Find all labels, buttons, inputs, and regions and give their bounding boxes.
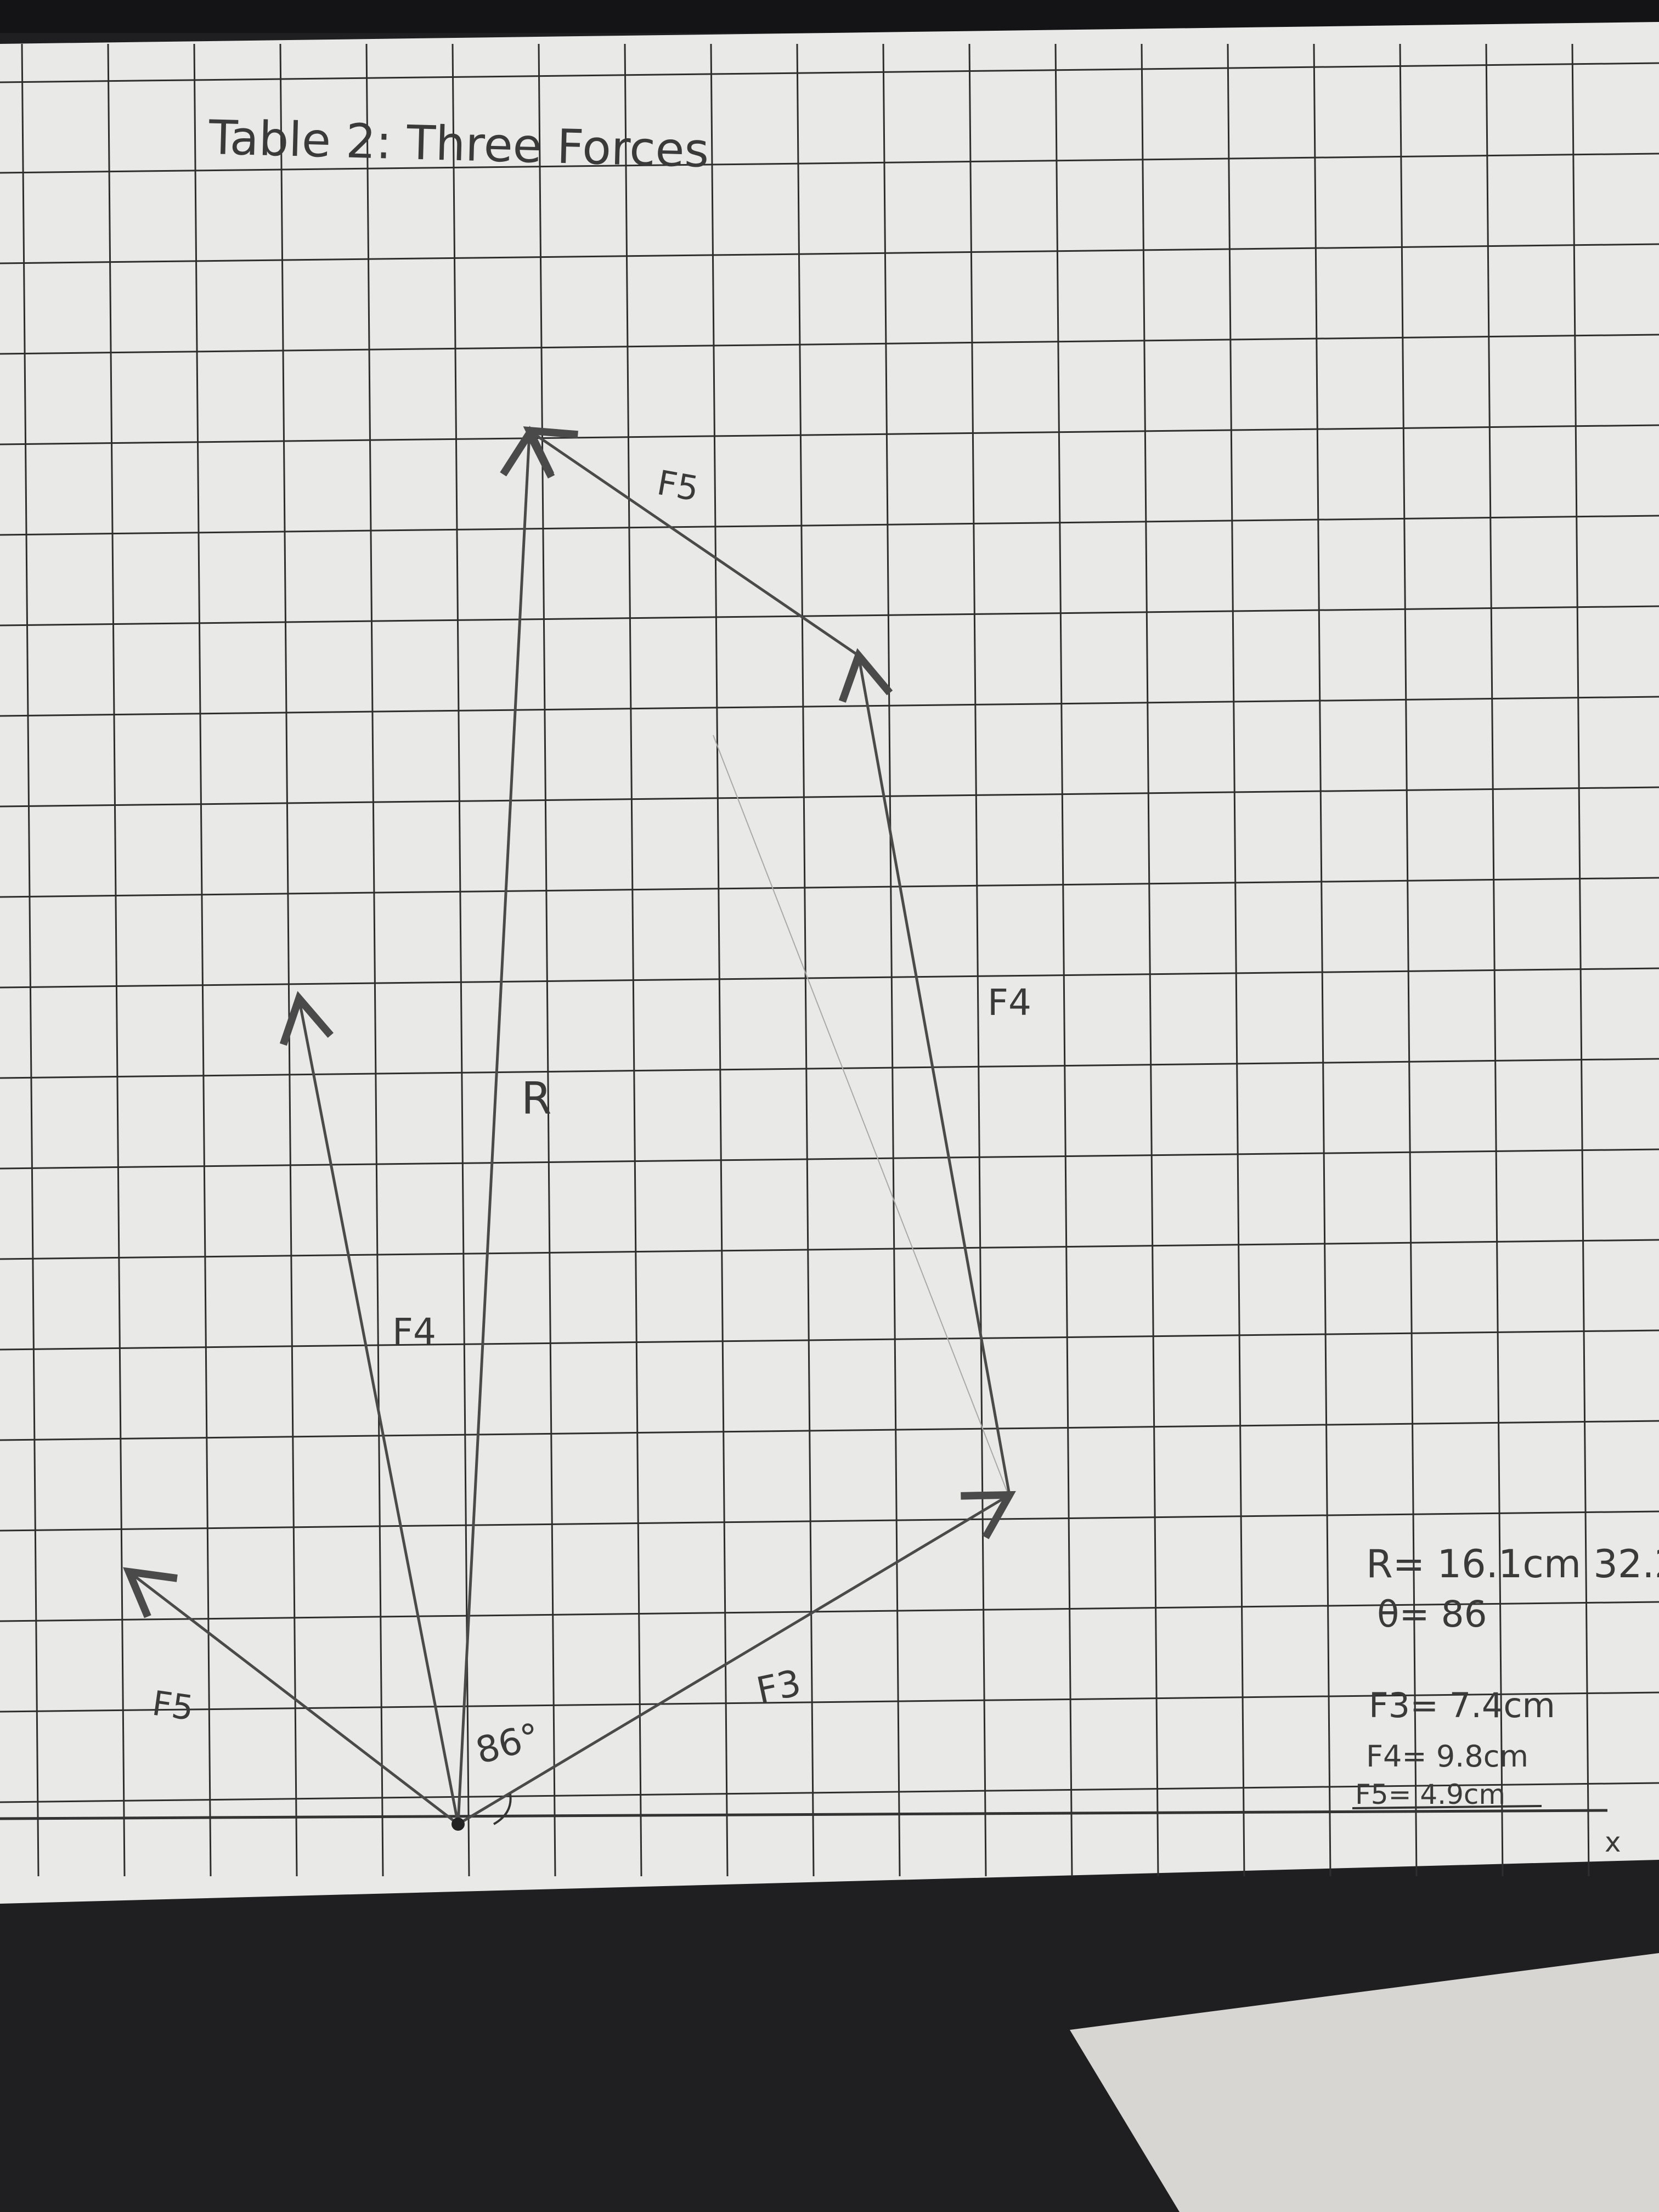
vector-f5-drawn bbox=[123, 1567, 459, 1825]
label-f4-head-to-tail: F4 bbox=[988, 981, 1031, 1024]
grid-vertical-line bbox=[1571, 43, 1590, 1877]
origin-point bbox=[452, 1818, 465, 1831]
faint-construction-line bbox=[713, 735, 1010, 1498]
grid-horizontal-line bbox=[0, 153, 1659, 174]
vector-f5-head-to-tail bbox=[523, 426, 860, 657]
grid-vertical-line bbox=[1399, 43, 1418, 1877]
grid-vertical-line bbox=[882, 43, 901, 1877]
grid-horizontal-line bbox=[0, 1329, 1659, 1351]
diagram-title: Table 2: Three Forces bbox=[207, 110, 709, 178]
grid-horizontal-line bbox=[0, 334, 1659, 355]
grid-horizontal-line bbox=[0, 1058, 1659, 1079]
grid-vertical-line bbox=[193, 43, 212, 1877]
result-f5: F5= 4.9cm bbox=[1355, 1779, 1505, 1810]
result-theta: θ= 86 bbox=[1377, 1593, 1487, 1635]
grid-horizontal-line bbox=[0, 877, 1659, 898]
vector-resultant bbox=[456, 426, 555, 1825]
grid-vertical-line bbox=[21, 43, 40, 1877]
grid-vertical-line bbox=[968, 43, 987, 1877]
label-resultant: R bbox=[521, 1073, 552, 1124]
grid-vertical-line bbox=[710, 43, 729, 1877]
label-f5-drawn: F5 bbox=[150, 1683, 196, 1729]
vector-f4-head-to-tail bbox=[838, 648, 1011, 1496]
grid-horizontal-line bbox=[0, 243, 1659, 264]
result-underline bbox=[1352, 1805, 1542, 1809]
grid-horizontal-line bbox=[0, 786, 1659, 808]
grid-lines bbox=[0, 43, 1659, 1877]
result-f4: F4= 9.8cm bbox=[1366, 1739, 1528, 1774]
grid-horizontal-line bbox=[0, 1691, 1659, 1713]
grid-horizontal-line bbox=[0, 605, 1659, 627]
label-f5-head-to-tail: F5 bbox=[654, 462, 702, 509]
grid-vertical-line bbox=[1313, 43, 1331, 1877]
grid-vertical-line bbox=[107, 43, 126, 1877]
grid-horizontal-line bbox=[0, 1239, 1659, 1260]
grid-horizontal-line bbox=[0, 62, 1659, 83]
angle-arc bbox=[493, 1793, 512, 1825]
grid-vertical-line bbox=[796, 43, 815, 1877]
vector-f3 bbox=[457, 1491, 1016, 1826]
grid-horizontal-line bbox=[0, 1148, 1659, 1170]
paper-sheet bbox=[0, 22, 1659, 1904]
result-f3: F3= 7.4cm bbox=[1369, 1685, 1555, 1725]
vector-f4-drawn bbox=[279, 991, 460, 1825]
grid-vertical-line bbox=[1054, 43, 1073, 1877]
grid-horizontal-line bbox=[0, 424, 1659, 445]
grid-horizontal-line bbox=[0, 967, 1659, 989]
grid-vertical-line bbox=[1227, 43, 1245, 1877]
grid-horizontal-line bbox=[0, 696, 1659, 717]
grid-vertical-line bbox=[538, 43, 556, 1877]
grid-vertical-line bbox=[1141, 43, 1159, 1877]
grid-vertical-line bbox=[279, 43, 298, 1877]
grid-horizontal-line bbox=[0, 1601, 1659, 1622]
grid-vertical-line bbox=[1485, 43, 1504, 1877]
x-axis bbox=[0, 1809, 1608, 1820]
label-f3: F3 bbox=[753, 1662, 804, 1712]
grid-vertical-line bbox=[624, 43, 642, 1877]
label-f4-drawn: F4 bbox=[392, 1311, 436, 1353]
grid-horizontal-line bbox=[0, 1420, 1659, 1441]
floor bbox=[1070, 1953, 1659, 2212]
grid-horizontal-line bbox=[0, 515, 1659, 536]
axis-label-x: x bbox=[1605, 1826, 1621, 1858]
grid-horizontal-line bbox=[0, 1510, 1659, 1532]
grid-horizontal-line bbox=[0, 1782, 1659, 1803]
result-r: R= 16.1cm 32.2N bbox=[1366, 1542, 1659, 1587]
